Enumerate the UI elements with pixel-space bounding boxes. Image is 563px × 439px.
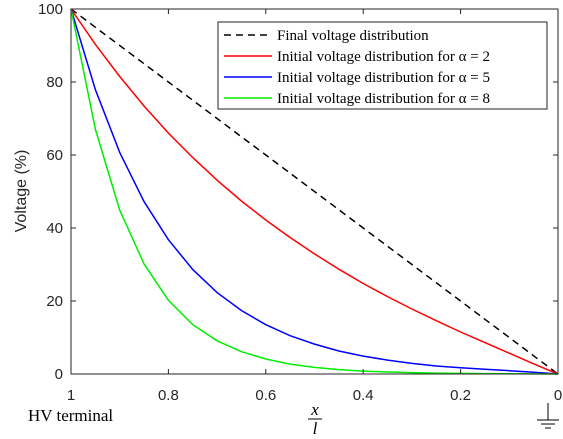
x-tick-label: 0.4 [353,387,374,404]
ground-icon [537,403,559,429]
legend-entry-3: Initial voltage distribution for α = 8 [277,91,490,107]
legend-box [217,21,548,110]
legend-entry-2: Initial voltage distribution for α = 5 [277,70,490,86]
x-tick-label: 0.6 [255,387,276,404]
y-tick-label: 40 [46,220,63,237]
series-line-2 [70,8,559,375]
legend: Final voltage distribution Initial voltag… [217,21,548,110]
x-end-label-hv-terminal: HV terminal [28,406,113,425]
y-tick-label: 0 [55,366,63,383]
x-tick-label: 0.2 [450,387,471,404]
x-tick-label: 0 [554,387,562,404]
y-tick-label: 60 [46,147,63,164]
tick-layer: 1 0.8 0.6 0.4 0.2 0 0 20 40 60 80 100 [38,1,562,404]
x-label-numerator: x [310,400,319,419]
legend-entry-0: Final voltage distribution [277,28,429,44]
x-tick-label: 1 [67,387,75,404]
legend-entry-1: Initial voltage distribution for α = 2 [277,49,490,65]
y-axis-label: Voltage (%) [13,150,30,233]
series-line-0 [70,8,559,375]
series-layer [70,8,559,375]
plot-frame [70,8,559,375]
series-line-1 [70,8,559,375]
y-tick-label: 100 [38,1,63,18]
y-tick-label: 20 [46,293,63,310]
y-tick-label: 80 [46,74,63,91]
x-label-denominator: l [313,419,318,438]
x-axis-label-fraction: x l [308,400,322,438]
x-tick-label: 0.8 [158,387,179,404]
